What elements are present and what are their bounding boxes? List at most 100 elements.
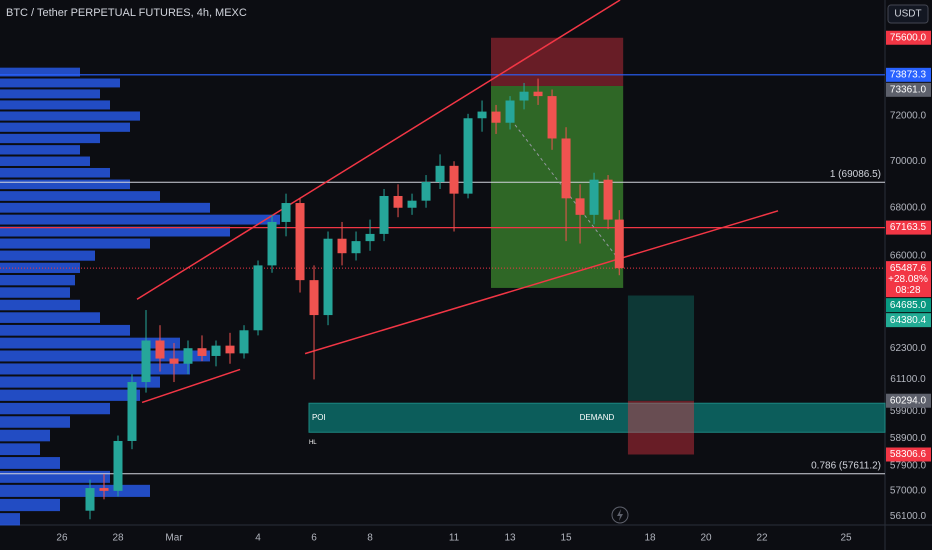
stop-box [491,37,624,86]
candle-body [141,340,151,383]
replay-icon[interactable] [611,506,629,524]
volume-profile-bar [0,167,110,178]
price-badge-label: 73873.3 [890,69,927,80]
price-badge-label: 65487.6 [890,263,927,274]
volume-profile-bar [0,363,190,375]
volume-profile-bar [0,337,180,349]
price-badge [886,298,931,313]
volume-profile-bar [0,67,80,77]
volume-profile-bar [0,389,140,401]
x-tick-label: 22 [757,533,769,544]
y-tick-label: 58900.0 [890,433,927,444]
volume-profile-bar [0,122,130,132]
x-tick-label: 18 [644,533,656,544]
candle-body [197,348,207,356]
volume-profile-bar [0,226,230,237]
volume-profile-bar [0,513,20,526]
currency[interactable]: USDT [894,9,921,20]
candle-body [309,280,319,316]
x-tick-label: 28 [112,533,124,544]
volume-profile-bar [0,111,140,121]
candle-body [589,179,599,215]
volume-profile-bar [0,470,110,483]
zone-note: HL [309,440,317,446]
x-tick-label: 26 [56,533,68,544]
volume-profile-bar [0,89,100,99]
price-badge-label: 60294.0 [890,395,927,406]
price-badge [886,393,931,408]
volume-profile-bar [0,202,210,213]
candle-body [519,91,529,101]
countdown: 08:28 [895,285,920,296]
candle-body [614,219,624,269]
price-badge-label: 75600.0 [890,32,927,43]
volume-profile-bar [0,416,70,428]
volume-profile-bar [0,250,95,261]
volume-profile-bar [0,179,130,190]
volume-profile-bar [0,287,70,298]
candle-body [575,198,585,215]
candle-body [379,195,389,234]
y-tick-label: 70000.0 [890,156,927,167]
candle-body [449,165,459,194]
volume-profile-bar [0,376,160,388]
volume-profile-bar [0,429,50,442]
candle-body [99,488,109,491]
candle-body [351,241,361,254]
candle-body [169,358,179,364]
candle-body [323,238,333,316]
currency-button[interactable] [887,4,929,24]
x-tick-label: 15 [560,533,572,544]
price-badge [886,447,931,462]
candle-body [561,138,571,199]
trend-line [136,0,621,300]
price-badge-label: 64685.0 [890,300,927,311]
price-badge-label: 58306.6 [890,449,927,460]
volume-profile-bar [0,133,100,144]
volume-profile-bar [0,100,110,110]
candle-body [183,348,193,364]
volume-profile-bar [0,274,75,286]
candle-body [407,200,417,208]
y-tick-label: 59900.0 [890,406,927,417]
volume-profile-bar [0,238,150,249]
candle-body [533,91,543,97]
x-tick-label: 13 [504,533,516,544]
volume-profile-bar [0,214,280,225]
y-tick-label: 57000.0 [890,486,927,497]
candle-body [393,195,403,208]
candle-body [365,233,375,242]
x-tick-label: Mar [165,533,183,544]
volume-profile-bar [0,443,40,456]
price-change: +28.08% [888,274,928,285]
candle-body [253,265,263,331]
chart-title: BTC / Tether PERPETUAL FUTURES, 4h, MEXC [6,7,247,19]
price-badge-label: 67163.5 [890,222,927,233]
price-badge [886,313,931,328]
volume-profile-bar [0,156,90,166]
zone-label: POI [312,413,326,422]
volume-profile-bar [0,484,150,497]
y-tick-label: 72000.0 [890,111,927,122]
candle-body [225,345,235,354]
x-tick-label: 4 [255,533,261,544]
candle-body [267,221,277,266]
volume-profile-bar [0,402,110,415]
candle-body [295,203,305,281]
price-badge-label: 64380.4 [890,315,927,326]
volume-profile-bar [0,299,80,311]
candle-body [603,179,613,220]
candle-body [463,118,473,194]
volume-profile-bar [0,145,80,155]
candle-body [85,488,95,511]
replay-icon-bolt [617,509,623,521]
fib-label: 1 (69086.5) [830,169,881,180]
trend-line [141,368,241,404]
volume-profile-bar [0,78,120,88]
x-tick-label: 25 [841,533,853,544]
candle-body [435,165,445,182]
zone-label: DEMAND [580,413,615,422]
